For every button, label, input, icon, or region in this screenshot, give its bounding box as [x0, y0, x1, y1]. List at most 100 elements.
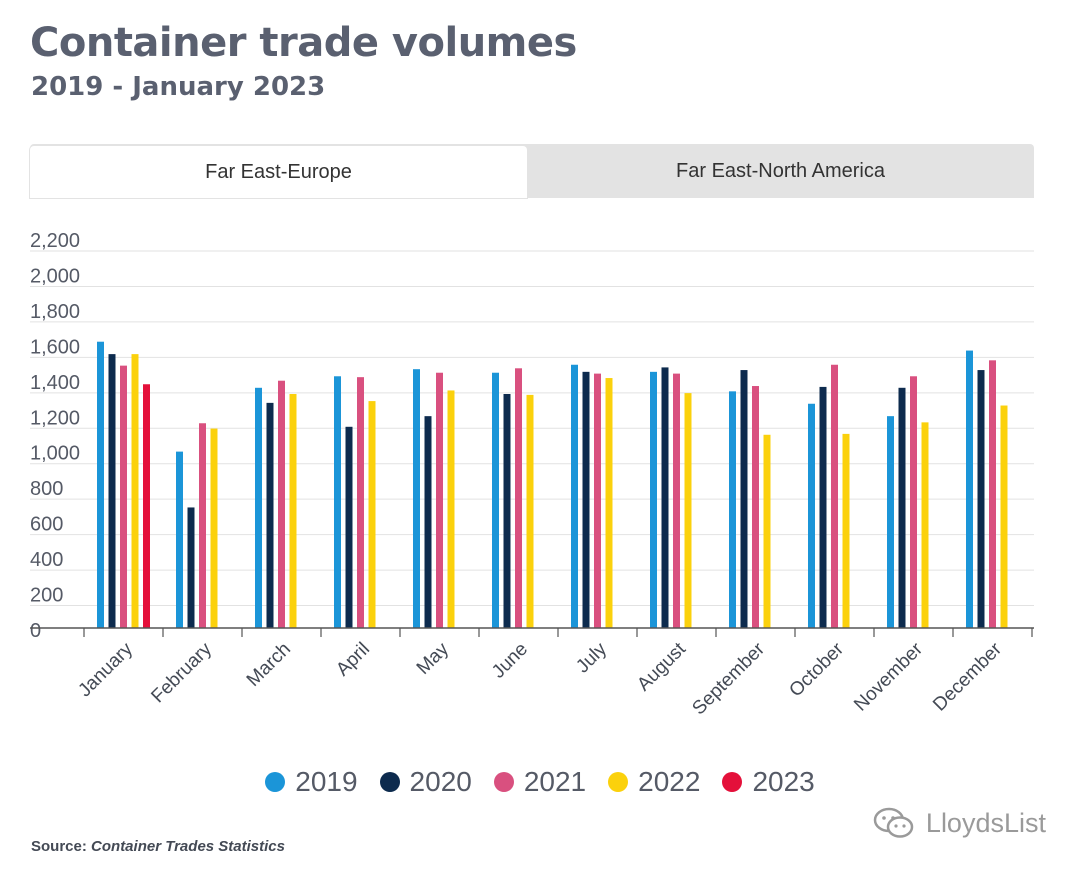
bar-2020-october [819, 386, 827, 628]
y-tick-label: 1,400 [30, 372, 80, 394]
bar-2020-january [108, 354, 116, 628]
bar-2019-june [492, 372, 499, 628]
x-axis [30, 627, 1034, 637]
bar-2022-october [842, 433, 850, 628]
x-axis-ticks: January February March April May June July Augu… [74, 638, 1006, 719]
bar-2019-october [808, 403, 815, 628]
bar-2021-november [910, 376, 917, 628]
x-tick-label: February [147, 638, 216, 707]
bar-2019-january [97, 341, 104, 628]
source-note: Source: Container Trades Statistics [31, 838, 285, 855]
legend-item-2020[interactable]: 2020 [379, 766, 472, 798]
bar-2019-september [729, 391, 736, 628]
legend-item-2019[interactable]: 2019 [265, 766, 358, 798]
source-prefix: Source: [31, 838, 87, 855]
bar-2021-september [752, 386, 759, 628]
y-tick-label: 600 [30, 514, 63, 536]
bar-2022-november [921, 422, 929, 628]
legend-swatch-2020 [379, 772, 400, 792]
x-tick-label: August [633, 638, 690, 695]
bars [97, 341, 1008, 628]
y-tick-label: 200 [30, 585, 63, 607]
bar-2020-march [266, 402, 274, 628]
bar-2020-february [187, 507, 195, 628]
y-axis-ticks: 0 200 400 600 800 1,000 1,200 1,400 1,600 1,800 2,… [30, 230, 80, 642]
bar-2021-april [357, 377, 364, 628]
y-tick-label: 0 [30, 620, 41, 642]
bar-2020-august [661, 367, 669, 628]
bar-2022-july [605, 378, 613, 628]
tab-far-east-north-america[interactable]: Far East-North America [676, 159, 885, 182]
tab-far-east-europe[interactable]: Far East-Europe [30, 146, 527, 198]
bar-2022-march [289, 394, 297, 628]
x-tick-label: April [332, 639, 374, 681]
bar-2020-may [424, 416, 432, 628]
bar-2020-june [503, 394, 511, 628]
bar-2019-april [334, 376, 341, 628]
legend-item-2023[interactable]: 2023 [722, 766, 815, 798]
x-tick-label: July [572, 638, 611, 677]
bar-2020-april [345, 426, 353, 628]
bar-2021-july [594, 373, 601, 628]
legend: 2019 2020 2021 2022 2023 [0, 760, 1080, 804]
y-tick-label: 2,000 [30, 265, 80, 287]
watermark-text: LloydsList [925, 807, 1046, 838]
bar-2019-august [650, 371, 657, 628]
legend-swatch-2022 [608, 772, 629, 792]
bar-2021-december [989, 360, 996, 628]
bar-2022-may [447, 390, 455, 628]
bar-2022-april [368, 401, 376, 628]
y-tick-label: 1,200 [30, 407, 80, 429]
bar-2019-july [571, 364, 578, 628]
bar-2020-july [582, 371, 590, 628]
x-tick-label: June [488, 639, 532, 683]
legend-label-2022: 2022 [638, 766, 701, 797]
legend-label-2021: 2021 [523, 766, 587, 797]
bar-2019-may [413, 369, 420, 628]
x-tick-label: March [243, 639, 295, 691]
x-tick-label: October [785, 638, 848, 701]
legend-label-2020: 2020 [409, 766, 472, 797]
x-tick-label: November [850, 638, 927, 715]
bar-2022-september [763, 434, 771, 628]
bar-2022-february [210, 428, 218, 628]
legend-item-2022[interactable]: 2022 [608, 766, 700, 798]
y-tick-label: 1,600 [30, 336, 80, 358]
bar-2019-march [255, 387, 262, 628]
bar-2022-august [684, 393, 692, 628]
bar-2020-december [977, 370, 985, 628]
bar-2021-june [515, 368, 522, 628]
x-tick-label: May [413, 638, 454, 679]
y-tick-label: 800 [30, 478, 63, 500]
x-tick-label: September [688, 638, 769, 719]
watermark: LloydsList [872, 806, 1046, 840]
y-tick-label: 2,200 [30, 230, 80, 252]
bar-2020-november [898, 387, 906, 628]
bar-chart: 0 200 400 600 800 1,000 1,200 1,400 1,600 1,800 2,… [30, 230, 1034, 719]
legend-label-2023: 2023 [752, 766, 815, 797]
bar-2021-august [673, 373, 680, 628]
bar-2021-october [831, 364, 838, 628]
legend-swatch-2019 [265, 772, 286, 792]
chart-subtitle: 2019 - January 2023 [31, 72, 326, 102]
legend-item-2021[interactable]: 2021 [493, 766, 587, 798]
legend-swatch-2023 [722, 772, 743, 792]
bar-2019-february [176, 451, 183, 628]
bar-2022-december [1000, 405, 1008, 628]
y-tick-label: 1,000 [30, 443, 80, 465]
legend-label-2019: 2019 [295, 766, 358, 797]
y-tick-label: 400 [30, 549, 63, 571]
source-name: Container Trades Statistics [91, 838, 285, 855]
bar-2020-september [740, 370, 748, 628]
legend-swatch-2021 [493, 772, 514, 792]
bar-2021-may [436, 372, 443, 628]
wechat-icon [873, 807, 914, 838]
bar-2023-january [143, 384, 150, 628]
bar-2021-march [278, 380, 285, 628]
x-tick-label: December [929, 638, 1006, 715]
bar-2021-february [199, 423, 206, 628]
bar-2021-january [120, 365, 127, 628]
trade-route-tabs: Far East-Europe Far East-North America [30, 144, 1034, 198]
bar-2019-november [887, 416, 894, 628]
x-tick-label: January [74, 638, 137, 701]
